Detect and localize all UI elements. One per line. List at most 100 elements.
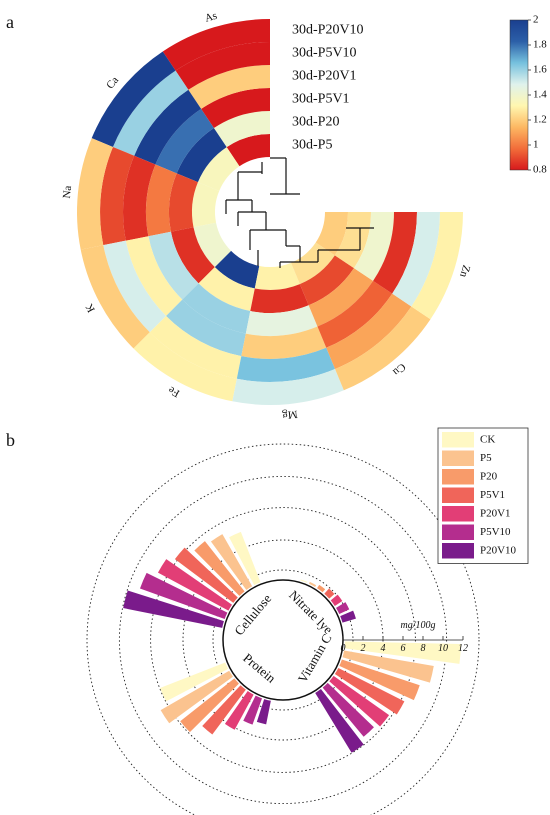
heatmap-cell-as-0: [226, 134, 270, 167]
bar-vitamin-c-p20: [339, 659, 420, 701]
sample-label-4: 30d-P5V10: [292, 46, 357, 61]
axis-tick-label: 8: [421, 643, 426, 654]
heatmap-cell-k-3: [125, 236, 183, 316]
heatmap-cell-mg-2: [245, 305, 318, 336]
heatmap-cell-as-2: [201, 88, 270, 129]
bar-vitamin-c-p20v1: [329, 675, 390, 727]
dendrogram: [225, 157, 374, 268]
colorbar-tick-label: 0.8: [533, 164, 547, 176]
category-label-vitamin-c: Vitamin C: [295, 631, 335, 685]
bar-protein-p5v1: [202, 685, 246, 735]
bar-vitamin-c-p5v10: [322, 682, 374, 737]
bar-cellulose-p20v10: [123, 590, 224, 628]
heatmap-cell-fe-4: [149, 315, 242, 379]
legend-label-p20v10: P20V10: [480, 544, 517, 556]
heatmap-cell-na-4: [100, 146, 135, 246]
bar-cellulose-p20: [194, 541, 245, 596]
sample-label-3: 30d-P20V1: [292, 69, 357, 84]
heatmap-cell-ca-3: [134, 89, 202, 165]
heatmap-cell-cu-0: [291, 242, 335, 285]
heatmap-cell-k-1: [170, 227, 215, 284]
bar-nitrate-lye-ck: [300, 579, 308, 583]
heatmap-cell-zn-0: [315, 212, 348, 256]
bar-nitrate-lye-p20: [317, 584, 326, 593]
heatmap-cell-ca-2: [155, 108, 214, 174]
panel-a-label: a: [6, 12, 14, 32]
heatmap-cell-cu-4: [326, 293, 412, 370]
bar-cellulose-ck: [229, 531, 261, 586]
heatmap-cell-zn-2: [353, 212, 394, 281]
heatmap-cell-ca-1: [176, 128, 227, 183]
axis-tick-label: 2: [361, 643, 366, 654]
heatmap-cell-ca-5: [91, 51, 176, 147]
colorbar-tick-label: 1.6: [533, 64, 547, 76]
heatmap-cell-mg-3: [241, 326, 327, 359]
heatmap-cell-zn-5: [411, 212, 463, 320]
colorbar-gradient: [509, 19, 529, 171]
heatmap-cell-zn-4: [392, 212, 440, 307]
colorbar: 2 1.8 1.6 1.4 1.2 1 0.8: [509, 14, 547, 176]
bar-cellulose-p5v1: [174, 547, 238, 603]
legend-swatch-p5v10: [442, 524, 474, 540]
heatmap-cell-k-4: [103, 240, 167, 333]
legend-swatch-p5: [442, 450, 474, 466]
element-label-zn: Zn: [457, 263, 472, 279]
heatmap-cell-k-0: [193, 222, 232, 268]
panel-b-label: b: [6, 430, 15, 450]
heatmap-cell-na-1: [169, 173, 198, 232]
category-label-cellulose: Cellulose: [231, 591, 274, 638]
bar-cellulose-p5v10: [139, 572, 228, 619]
heatmap-cell-fe-3: [166, 299, 246, 357]
sample-labels: 30d-P5 30d-P20 30d-P5V1 30d-P20V1 30d-P5V10 3…: [292, 23, 364, 153]
bar-protein-ck: [160, 662, 229, 702]
legend-swatch-ck: [442, 432, 474, 448]
heatmap-cell-mg-4: [236, 347, 336, 382]
heatmap-cell-na-2: [146, 164, 177, 237]
heatmap-cell-zn-1: [334, 212, 371, 269]
circular-heatmap: As Ca Na K Fe Mg Cu Zn: [61, 10, 472, 421]
legend-label-p5: P5: [480, 452, 492, 464]
value-axis: 0 2 4 6 8 10 12 mg/100g: [341, 620, 469, 654]
heatmap-cell-zn-3: [373, 212, 417, 294]
heatmap-cell-ca-4: [112, 70, 189, 156]
legend-label-p5v1: P5V1: [480, 489, 505, 501]
heatmap-cell-cu-2: [308, 268, 374, 327]
bar-vitamin-c-p20v10: [315, 689, 364, 753]
sample-label-1: 30d-P20: [292, 115, 339, 130]
heatmap-cell-mg-0: [254, 262, 300, 290]
heatmap-cell-as-5: [162, 19, 270, 71]
legend-swatch-p20v10: [442, 543, 474, 559]
heatmap-cell-as-4: [175, 42, 270, 90]
heatmap-cell-fe-2: [182, 283, 251, 334]
heatmap-cell-fe-5: [133, 332, 237, 402]
element-label-cu: Cu: [390, 361, 408, 379]
heatmap-cell-fe-0: [214, 250, 260, 289]
heatmap-cell-mg-5: [232, 369, 344, 405]
heatmap-cell-cu-5: [335, 306, 431, 391]
heatmap-cell-mg-1: [250, 284, 309, 313]
legend-label-p5v10: P5V10: [480, 526, 511, 538]
bar-protein-p20v10: [256, 699, 271, 725]
axis-unit-label: mg/100g: [401, 620, 436, 631]
bar-vitamin-c-p5: [342, 650, 434, 683]
colorbar-tick-label: 2: [533, 14, 539, 26]
heatmap-cell-cu-3: [317, 280, 393, 348]
colorbar-tick-label: 1.8: [533, 39, 547, 51]
legend-label-p20v1: P20V1: [480, 507, 511, 519]
legend-label-ck: CK: [480, 433, 495, 445]
grid-circle: [86, 443, 480, 815]
heatmap-cell-as-3: [188, 65, 270, 109]
axis-tick-label: 10: [438, 643, 448, 654]
element-label-k: K: [83, 302, 97, 315]
heatmap-cell-na-3: [123, 155, 156, 241]
element-label-fe: Fe: [166, 384, 181, 400]
heatmap-cell-cu-1: [299, 255, 354, 306]
category-label-protein: Protein: [240, 650, 279, 686]
legend: CK P5 P20 P5V1 P20V1 P5V10 P20V10: [437, 427, 529, 564]
sample-label-5: 30d-P20V10: [292, 23, 364, 38]
bar-cellulose-p5: [210, 534, 253, 590]
heatmap-cell-k-5: [80, 245, 150, 349]
legend-swatch-p20v1: [442, 506, 474, 522]
element-label-na: Na: [61, 185, 74, 199]
